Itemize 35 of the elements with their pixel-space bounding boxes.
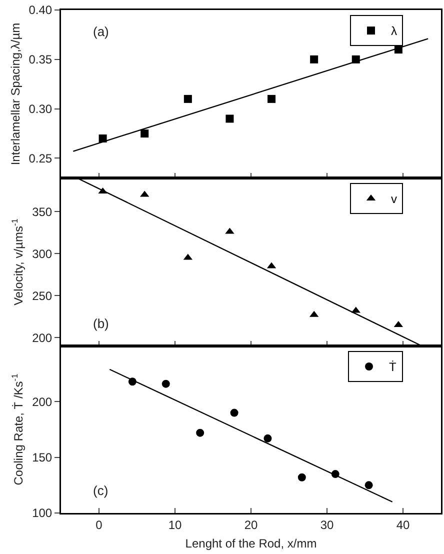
- point: [298, 473, 306, 482]
- point: [196, 428, 204, 437]
- annotation: (b): [93, 316, 109, 331]
- y-tick-label: 0.35: [28, 52, 52, 67]
- point: [264, 434, 272, 442]
- legend-label: λ: [391, 24, 397, 38]
- legend-label: v: [391, 192, 397, 206]
- annotation: (a): [93, 24, 109, 39]
- x-axis-title: Lenght of the Rod, x/mm: [185, 536, 317, 551]
- point: [230, 408, 238, 417]
- x-tick-label: 20: [244, 518, 258, 532]
- x-tick-label: 30: [320, 518, 334, 532]
- y-tick-label: 200: [32, 330, 52, 345]
- point: [268, 94, 276, 103]
- y-tick-label: 200: [32, 394, 52, 409]
- y-tick-label: 150: [32, 450, 52, 465]
- point: [184, 94, 192, 103]
- x-tick-label: 40: [396, 518, 410, 532]
- point: [310, 55, 318, 64]
- x-tick-label: 0: [96, 518, 103, 532]
- y-tick-label: 300: [32, 246, 52, 261]
- y-tick-label: 250: [32, 288, 52, 303]
- y-tick-label: 0.25: [28, 151, 52, 166]
- x-tick-label: 10: [168, 518, 182, 532]
- point: [364, 481, 373, 490]
- point: [162, 380, 170, 388]
- annotation: (c): [93, 483, 108, 498]
- point: [226, 114, 234, 123]
- y-axis-title: Interlamellar Spacing,λ/µm: [8, 22, 22, 166]
- y-tick-label: 100: [32, 506, 52, 520]
- legend-label: Ṫ: [389, 360, 397, 374]
- y-tick-label: 0.40: [28, 3, 52, 18]
- y-tick-label: 350: [32, 204, 52, 219]
- y-tick-label: 0.30: [28, 102, 52, 116]
- point: [140, 130, 149, 138]
